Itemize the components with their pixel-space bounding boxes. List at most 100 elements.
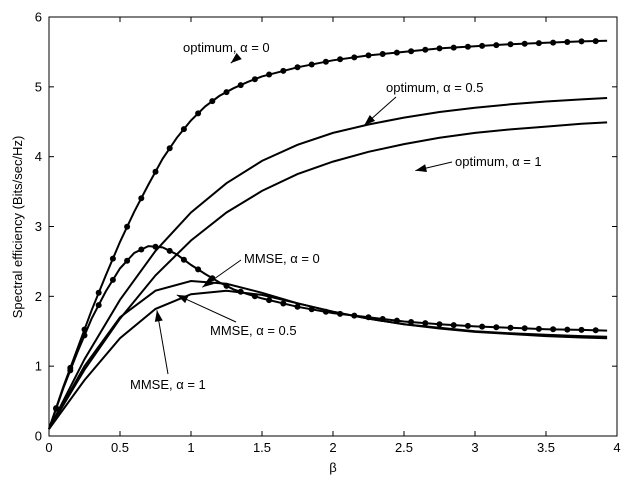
series-3-point <box>337 310 344 317</box>
series-0-point <box>379 51 386 57</box>
annotation-arrowhead <box>415 164 427 173</box>
x-tick-label: 2 <box>329 440 336 455</box>
series-3-point <box>294 303 301 310</box>
y-tick-label: 1 <box>35 359 42 374</box>
series-3-point <box>251 293 258 300</box>
series-0-point <box>550 39 557 46</box>
series-3-point <box>53 405 60 412</box>
series-0-point <box>95 289 102 296</box>
series-3-point <box>180 256 187 263</box>
series-3-point <box>138 246 145 253</box>
series-3-point <box>422 320 429 327</box>
series-3-point <box>393 317 400 324</box>
y-axis-label: Spectral efficiency (Bits/sec/Hz) <box>10 136 25 319</box>
series-3-point <box>322 308 329 315</box>
series-0-point <box>479 42 486 49</box>
series-3-point <box>550 326 557 333</box>
series-3-point <box>67 367 74 374</box>
series-0-point <box>422 46 429 53</box>
series-3-point <box>436 321 443 328</box>
series-3-point <box>237 288 244 295</box>
x-tick-label: 1 <box>187 440 194 455</box>
y-tick-label: 5 <box>35 79 42 94</box>
series-0-point <box>152 168 159 175</box>
x-tick-label: 3 <box>471 440 478 455</box>
series-0-point <box>294 64 301 71</box>
series-3-point <box>109 276 116 283</box>
x-tick-label: 2.5 <box>395 440 413 455</box>
data-markers <box>53 38 599 412</box>
x-tick-label: 0.5 <box>111 440 129 455</box>
series-0-point <box>564 39 571 45</box>
series-3-point <box>507 324 514 331</box>
series-0-point <box>436 45 443 52</box>
series-3-point <box>365 314 372 321</box>
y-tick-label: 4 <box>35 149 42 164</box>
series-0-point <box>195 110 202 117</box>
x-tick-label: 4 <box>613 440 620 455</box>
series-0-point <box>365 52 372 59</box>
series-0-point <box>124 223 131 230</box>
series-3-point <box>408 319 415 325</box>
series-0-point <box>81 326 88 333</box>
annotation-arrowhead <box>230 52 242 64</box>
series-3-point <box>152 243 159 250</box>
x-axis-label: β <box>329 460 336 475</box>
series-0-point <box>535 40 542 47</box>
series-0-point <box>322 58 329 65</box>
annotation-arrowhead <box>176 294 189 304</box>
series-3-point <box>195 266 202 273</box>
series-0-point <box>464 43 471 50</box>
series-3-point <box>450 322 457 329</box>
series-3-point <box>521 325 528 332</box>
series-line-5 <box>48 289 608 430</box>
x-tick-label: 1.5 <box>253 440 271 455</box>
y-tick-label: 2 <box>35 289 42 304</box>
series-3-point <box>535 325 542 332</box>
series-0-point <box>138 195 145 202</box>
series-0-point <box>251 76 258 83</box>
series-3-point <box>124 257 131 264</box>
series-0-point <box>351 54 358 61</box>
series-3-point <box>564 326 571 333</box>
series-3-point <box>464 322 471 329</box>
series-3-point <box>578 326 585 333</box>
series-0-point <box>166 145 173 152</box>
series-0-point <box>223 89 230 96</box>
series-3-point <box>280 300 287 307</box>
series-0-point <box>280 67 287 74</box>
series-3-point <box>592 327 599 334</box>
y-tick-label: 0 <box>35 429 42 444</box>
annotation-arrowhead <box>364 114 376 126</box>
annotation-label: MMSE, α = 0 <box>244 251 320 266</box>
series-3-point <box>493 324 500 331</box>
series-3-point <box>379 316 386 322</box>
series-0-point <box>237 82 244 89</box>
series-0-point <box>180 126 187 133</box>
series-3-point <box>166 247 173 254</box>
series-3-point <box>95 302 102 309</box>
series-0-point <box>592 38 599 45</box>
series-3-point <box>266 297 273 304</box>
y-tick-label: 6 <box>35 10 42 25</box>
series-0-point <box>337 56 344 63</box>
x-tick-label: 3.5 <box>537 440 555 455</box>
series-3-point <box>351 312 358 319</box>
annotation-label: MMSE, α = 1 <box>130 377 206 392</box>
annotation-arrowhead <box>154 310 163 322</box>
series-3-point <box>308 306 315 313</box>
series-3-point <box>223 282 230 289</box>
series-0-point <box>521 40 528 47</box>
annotation-arrowhead <box>202 277 214 288</box>
series-0-point <box>493 42 500 49</box>
series-0-point <box>408 48 415 55</box>
x-tick-label: 0 <box>45 440 52 455</box>
series-0-point <box>209 98 216 105</box>
series-line-2 <box>48 121 608 430</box>
series-0-point <box>266 71 273 78</box>
series-0-point <box>308 61 315 68</box>
series-3-point <box>81 332 88 339</box>
annotation-label: MMSE, α = 0.5 <box>210 323 297 338</box>
